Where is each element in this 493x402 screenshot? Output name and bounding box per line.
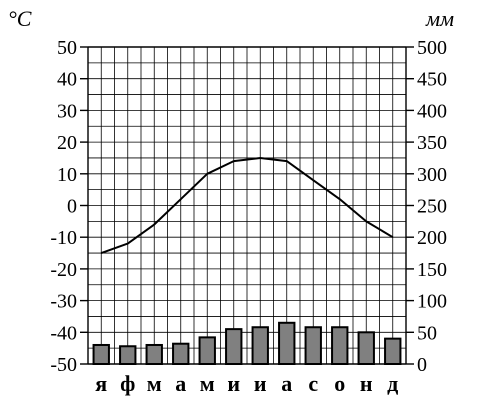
precipitation-bar [198, 336, 216, 365]
precipitation-bar [278, 321, 296, 366]
precipitation-bar [331, 326, 349, 366]
right-axis-unit-label: мм [425, 6, 454, 31]
precipitation-bar [92, 343, 110, 366]
month-label: о [334, 371, 345, 396]
left-axis-tick-label: -30 [50, 291, 77, 313]
left-axis-tick-label: 50 [57, 37, 77, 59]
month-label: с [308, 371, 318, 396]
left-axis-tick-label: -40 [50, 322, 77, 344]
left-axis-tick-label: -20 [50, 259, 77, 281]
right-axis-tick-label: 300 [417, 164, 447, 186]
month-label: м [147, 371, 162, 396]
month-label: и [227, 371, 240, 396]
right-axis-tick-label: 0 [417, 354, 427, 376]
left-axis-tick-label: 30 [57, 100, 77, 122]
grid [87, 46, 407, 365]
temperature-polyline [100, 156, 394, 254]
right-axis-tick-label: 350 [417, 132, 447, 154]
month-label: а [175, 371, 186, 396]
precipitation-bar [145, 343, 163, 366]
precipitation-bar [384, 337, 402, 366]
temperature-line [100, 156, 394, 254]
right-axis-tick-label: 250 [417, 196, 447, 218]
right-axis-tick-label: 200 [417, 227, 447, 249]
month-label: н [360, 371, 373, 396]
left-axis-unit-label: °C [8, 6, 32, 31]
right-axis-tick-label: 500 [417, 37, 447, 59]
month-label: д [387, 371, 398, 396]
left-axis-tick-label: 10 [57, 164, 77, 186]
month-label: ф [120, 371, 135, 396]
left-axis-tick-label: 0 [67, 196, 77, 218]
left-axis-ticks: 50 40 30 20 10 0 -10 -20 -30 -40 -50 [50, 37, 88, 376]
right-axis-tick-label: 100 [417, 291, 447, 313]
precipitation-bars [92, 321, 402, 366]
precipitation-bar [119, 345, 137, 365]
right-axis-tick-label: 150 [417, 259, 447, 281]
right-axis-tick-label: 400 [417, 100, 447, 122]
precipitation-bar [251, 326, 269, 366]
precipitation-bar [304, 326, 322, 366]
left-axis-tick-label: -10 [50, 227, 77, 249]
precipitation-bar [172, 342, 190, 365]
right-axis-tick-label: 450 [417, 69, 447, 91]
month-label: м [200, 371, 215, 396]
left-axis-tick-label: 20 [57, 132, 77, 154]
month-label: я [95, 371, 107, 396]
right-axis-tick-label: 50 [417, 322, 437, 344]
month-label: а [281, 371, 292, 396]
precipitation-bar [225, 328, 243, 366]
month-label: и [254, 371, 267, 396]
left-axis-tick-label: 40 [57, 69, 77, 91]
precipitation-bar [357, 331, 375, 365]
left-axis-tick-label: -50 [50, 354, 77, 376]
